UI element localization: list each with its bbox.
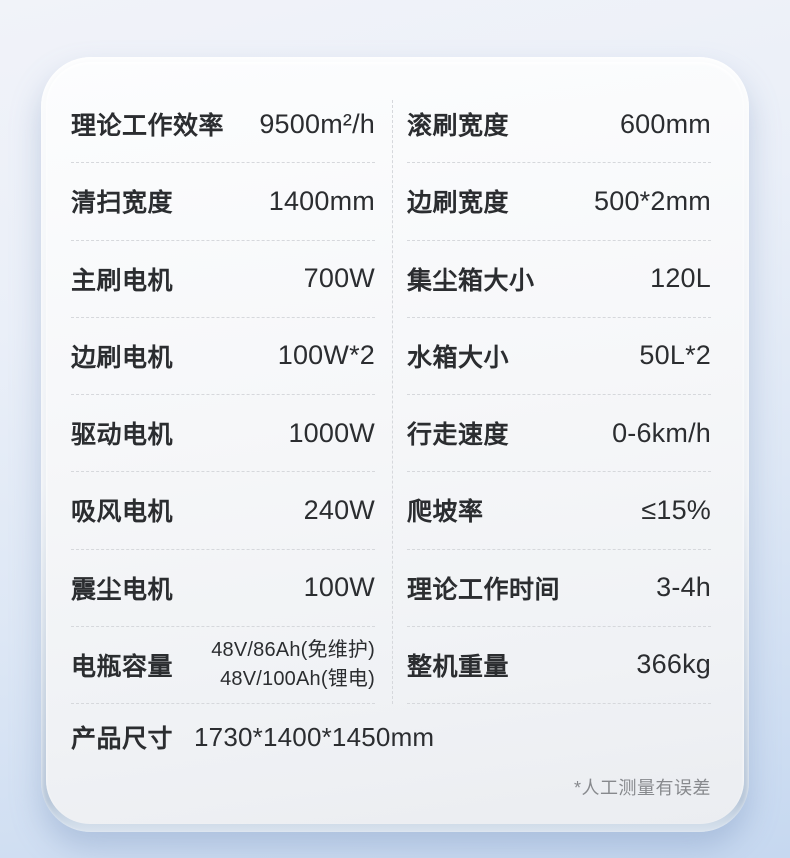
spec-cell: 边刷宽度 500*2mm (407, 163, 711, 241)
spec-table: 理论工作效率 9500m²/h 滚刷宽度 600mm 清扫宽度 1400mm 边… (71, 86, 711, 704)
table-row: 边刷电机 100W*2 水箱大小 50L*2 (71, 318, 711, 395)
spec-label: 驱动电机 (71, 421, 174, 450)
spec-value: 120L (650, 263, 711, 294)
spec-label: 电瓶容量 (71, 652, 174, 681)
spec-cell: 水箱大小 50L*2 (407, 318, 711, 395)
spec-value: 1000W (288, 417, 375, 448)
spec-value: 600mm (619, 108, 711, 139)
spec-label: 清扫宽度 (71, 189, 174, 218)
spec-cell-battery: 电瓶容量 48V/86Ah(免维护) 48V/100Ah(锂电) (71, 627, 375, 704)
product-dimensions-row: 产品尺寸 1730*1400*1450mm (46, 704, 744, 770)
spec-cell: 边刷电机 100W*2 (71, 318, 375, 395)
table-row: 主刷电机 700W 集尘箱大小 120L (71, 241, 711, 318)
spec-card-rim: 理论工作效率 9500m²/h 滚刷宽度 600mm 清扫宽度 1400mm 边… (41, 57, 749, 832)
spec-label: 吸风电机 (71, 498, 174, 527)
spec-label: 滚刷宽度 (407, 112, 510, 141)
spec-label: 理论工作时间 (407, 575, 561, 604)
measurement-note: *人工测量有误差 (573, 778, 711, 798)
spec-cell: 集尘箱大小 120L (407, 241, 711, 318)
spec-value: ≤15% (641, 494, 711, 525)
spec-label: 集尘箱大小 (407, 266, 535, 295)
spec-value: 1400mm (268, 185, 375, 216)
spec-value: 48V/86Ah(免维护) 48V/100Ah(锂电) (211, 636, 375, 694)
spec-cell: 爬坡率 ≤15% (407, 472, 711, 550)
column-divider (392, 100, 393, 704)
spec-value: 9500m²/h (259, 108, 375, 139)
spec-value: 50L*2 (639, 340, 711, 371)
spec-label: 边刷电机 (71, 343, 174, 372)
spec-card: 理论工作效率 9500m²/h 滚刷宽度 600mm 清扫宽度 1400mm 边… (46, 62, 744, 824)
table-row: 吸风电机 240W 爬坡率 ≤15% (71, 472, 711, 550)
spec-label: 理论工作效率 (71, 112, 225, 141)
spec-cell: 清扫宽度 1400mm (71, 163, 375, 241)
spec-label: 震尘电机 (71, 575, 174, 604)
spec-value: 100W*2 (277, 340, 375, 371)
spec-cell: 滚刷宽度 600mm (407, 86, 711, 164)
spec-cell: 驱动电机 1000W (71, 395, 375, 473)
spec-cell: 理论工作效率 9500m²/h (71, 86, 375, 164)
spec-label: 水箱大小 (407, 343, 510, 372)
spec-cell: 吸风电机 240W (71, 472, 375, 550)
table-row: 震尘电机 100W 理论工作时间 3-4h (71, 550, 711, 627)
spec-label: 整机重量 (407, 652, 510, 681)
spec-value: 0-6km/h (612, 417, 711, 448)
spec-cell: 理论工作时间 3-4h (407, 550, 711, 627)
dimensions-label: 产品尺寸 (71, 725, 174, 753)
spec-cell: 行走速度 0-6km/h (407, 395, 711, 473)
spec-value: 3-4h (656, 572, 711, 603)
table-row: 驱动电机 1000W 行走速度 0-6km/h (71, 395, 711, 473)
table-row: 理论工作效率 9500m²/h 滚刷宽度 600mm (71, 86, 711, 164)
spec-value: 366kg (636, 649, 711, 680)
spec-cell: 主刷电机 700W (71, 241, 375, 318)
spec-label: 主刷电机 (71, 266, 174, 295)
spec-label: 爬坡率 (407, 498, 484, 527)
dimensions-value: 1730*1400*1450mm (194, 721, 435, 752)
table-row: 电瓶容量 48V/86Ah(免维护) 48V/100Ah(锂电) 整机重量 36… (71, 627, 711, 704)
table-row: 清扫宽度 1400mm 边刷宽度 500*2mm (71, 163, 711, 241)
spec-value: 700W (303, 263, 375, 294)
spec-value: 100W (303, 572, 375, 603)
spec-label: 行走速度 (407, 421, 510, 450)
spec-value-line: 48V/86Ah(免维护) (211, 638, 375, 661)
spec-value-line: 48V/100Ah(锂电) (220, 667, 375, 690)
spec-cell: 整机重量 366kg (407, 627, 711, 704)
spec-value: 500*2mm (594, 185, 711, 216)
spec-cell: 震尘电机 100W (71, 550, 375, 627)
spec-label: 边刷宽度 (407, 189, 510, 218)
spec-value: 240W (303, 494, 375, 525)
